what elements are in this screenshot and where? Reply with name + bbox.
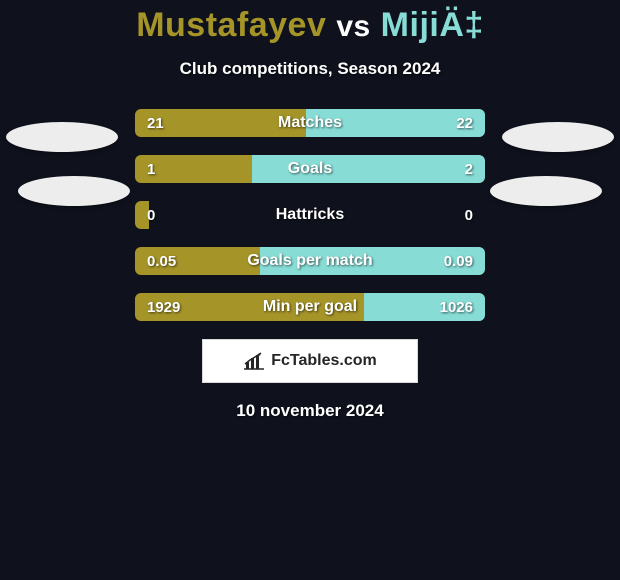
stat-row: 2122Matches (135, 109, 485, 137)
stat-row: 0.050.09Goals per match (135, 247, 485, 275)
title-player1: Mustafayev (136, 6, 326, 44)
flag-ellipse (6, 122, 118, 152)
stat-bar-right (364, 293, 485, 321)
stat-bar-left (135, 109, 306, 137)
stat-bar-left (135, 247, 260, 275)
brand-badge[interactable]: FcTables.com (202, 339, 418, 383)
stat-row: 12Goals (135, 155, 485, 183)
bar-chart-icon (243, 352, 265, 370)
stat-bar-right (306, 109, 485, 137)
stat-row: 19291026Min per goal (135, 293, 485, 321)
stat-bar-left (135, 201, 149, 229)
stat-bar-left (135, 293, 364, 321)
title-vs: vs (336, 10, 370, 43)
stat-label: Hattricks (135, 201, 485, 229)
stat-row: 00Hattricks (135, 201, 485, 229)
player2-flag-top (502, 122, 614, 152)
subtitle: Club competitions, Season 2024 (0, 59, 620, 79)
stat-bar-right (260, 247, 485, 275)
date-text: 10 november 2024 (0, 401, 620, 421)
brand-text: FcTables.com (271, 352, 377, 370)
flag-ellipse (502, 122, 614, 152)
flag-ellipse (18, 176, 130, 206)
stat-bar-right (252, 155, 485, 183)
comparison-card: Mustafayev vs MijiÄ‡ Club competitions, … (0, 0, 620, 421)
player2-flag-bottom (490, 176, 602, 206)
stat-value-right: 0 (465, 201, 473, 229)
player1-flag-bottom (18, 176, 130, 206)
player1-flag-top (6, 122, 118, 152)
stat-bars: 2122Matches 12Goals 00Hattricks 0.050.09Goa… (135, 109, 485, 321)
stat-bar-left (135, 155, 252, 183)
title-player2: MijiÄ‡ (381, 6, 484, 44)
flag-ellipse (490, 176, 602, 206)
page-title: Mustafayev vs MijiÄ‡ (0, 6, 620, 45)
